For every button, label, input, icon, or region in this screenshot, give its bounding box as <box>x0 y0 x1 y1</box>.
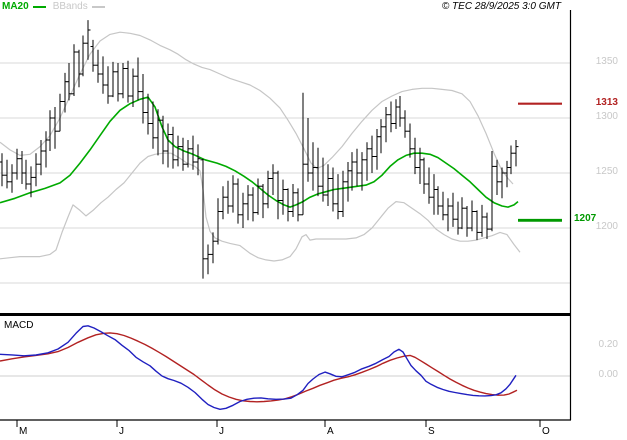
x-axis-label: J <box>219 426 224 437</box>
legend-item-bbands: BBands <box>53 1 105 12</box>
ma20-line <box>0 96 519 208</box>
price-axis-label: 1300 <box>595 111 618 122</box>
ma20-line-swatch-icon <box>32 5 46 8</box>
macd-panel-label: MACD <box>4 320 34 331</box>
x-axis-label: M <box>19 426 28 437</box>
legend-bbands-label: BBands <box>52 1 88 12</box>
bbands-line-swatch-icon <box>91 5 105 8</box>
macd-line <box>0 325 517 410</box>
x-axis-label: J <box>119 426 124 437</box>
macd-axis-label: 0.20 <box>598 339 618 350</box>
macd-axis-label: 0.00 <box>598 369 618 380</box>
price-axis-label: 1350 <box>595 56 618 67</box>
support-level-label: 1207 <box>574 213 597 225</box>
legend: MA20 BBands <box>2 1 105 12</box>
macd-signal-line <box>0 332 518 403</box>
resistance-level-label: 1313 <box>595 96 618 108</box>
price-axis-label: 1250 <box>595 166 618 177</box>
price-axis-label: 1200 <box>595 221 618 232</box>
x-axis-label: A <box>327 426 334 437</box>
x-axis-label: S <box>428 426 435 437</box>
x-axis-label: O <box>542 426 550 437</box>
legend-ma20-label: MA20 <box>2 1 29 12</box>
copyright-text: © TEC 28/9/2025 3:0 GMT <box>441 1 561 12</box>
bollinger-upper-band <box>0 31 514 185</box>
legend-item-ma20: MA20 <box>2 1 46 12</box>
bollinger-lower-band <box>0 152 521 262</box>
